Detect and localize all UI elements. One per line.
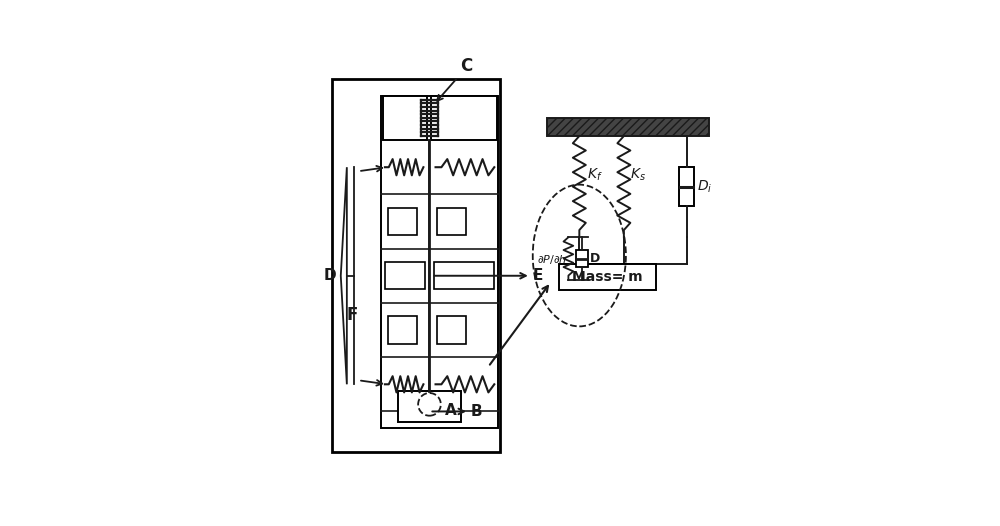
Bar — [398, 391, 461, 421]
Bar — [385, 262, 425, 289]
Text: A: A — [445, 403, 457, 418]
Text: F: F — [346, 306, 357, 325]
Bar — [437, 208, 466, 235]
Text: $K_f$: $K_f$ — [587, 166, 602, 183]
Text: D: D — [590, 252, 601, 265]
Text: $K_s$: $K_s$ — [630, 166, 646, 183]
Bar — [576, 250, 588, 267]
Bar — [559, 264, 656, 290]
Bar — [434, 262, 494, 289]
Text: E: E — [533, 268, 543, 284]
Bar — [431, 96, 497, 140]
Bar — [388, 208, 417, 235]
Bar — [547, 118, 709, 136]
Text: Mass= m: Mass= m — [572, 270, 643, 284]
Bar — [332, 79, 500, 452]
Text: B: B — [471, 404, 483, 419]
Bar — [437, 317, 466, 343]
Bar — [383, 96, 427, 140]
Bar — [381, 96, 498, 428]
Text: C: C — [460, 57, 472, 75]
Bar — [679, 167, 694, 206]
Bar — [388, 317, 417, 343]
Text: $\partial P/\partial h$: $\partial P/\partial h$ — [537, 253, 567, 266]
Text: D: D — [324, 268, 337, 284]
Text: $D_i$: $D_i$ — [697, 178, 712, 195]
Polygon shape — [341, 167, 347, 385]
